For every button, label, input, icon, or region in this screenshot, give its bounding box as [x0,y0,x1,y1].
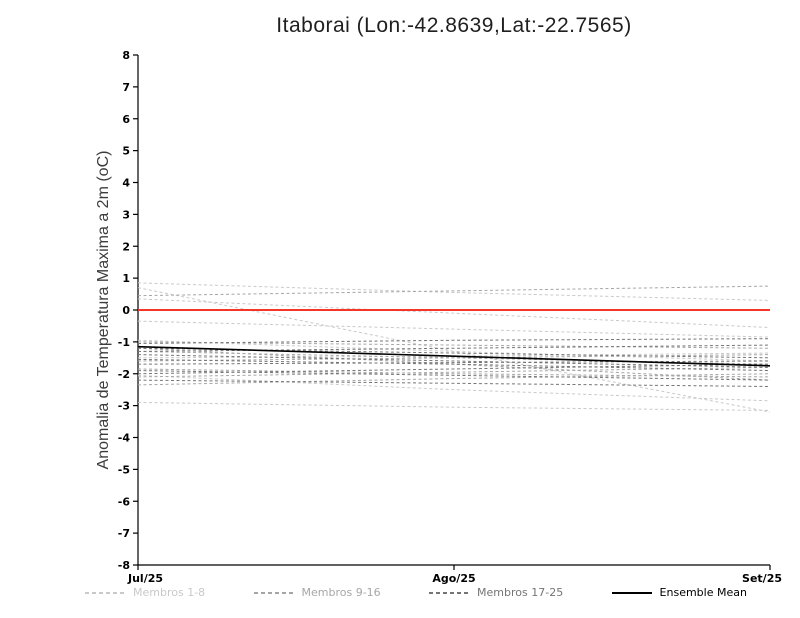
series-line [137,285,771,297]
y-tick-label: 5 [122,145,130,158]
series-line [137,339,771,362]
dashed-line-sample [429,591,470,594]
y-tick-label: -8 [118,559,130,572]
series-line [137,358,771,372]
y-tick-label: -3 [118,400,130,413]
y-tick-label: -5 [118,463,130,476]
x-tick-label: Set/25 [742,572,782,585]
dashed-line-sample [85,591,125,594]
legend-item: Membros 1-8 [85,586,205,599]
series-line [137,401,771,411]
y-tick-label: -1 [118,336,130,349]
legend: Membros 1-8 Membros 9-16 Membros 17-25 Ense… [85,586,747,599]
legend-label: Membros 9-16 [301,586,381,599]
series-line [137,298,771,329]
y-tick-label: 3 [122,208,130,221]
dashed-line-sample [253,591,294,594]
legend-label: Ensemble Mean [659,586,747,599]
x-tick-label: Jul/25 [127,572,163,585]
series-line [137,368,771,378]
y-tick-label: 2 [122,240,130,253]
series-line [137,360,771,365]
y-tick-label: 0 [122,304,130,317]
legend-item: Membros 9-16 [253,586,381,599]
y-tick-label: -4 [118,432,131,445]
series-line [137,287,771,413]
series-line [137,379,771,387]
legend-label: Membros 1-8 [133,586,206,599]
series-line [137,363,771,375]
x-tick-label: Ago/25 [432,572,475,585]
solid-line-sample [611,591,652,594]
y-tick-label: 6 [122,113,130,126]
legend-label: Membros 17-25 [477,586,564,599]
y-tick-label: -7 [118,527,130,540]
y-tick-label: 1 [122,272,130,285]
y-tick-label: -2 [118,368,130,381]
legend-item: Ensemble Mean [611,586,747,599]
y-tick-label: 4 [122,177,130,190]
series-line [137,354,771,368]
series-line [137,345,771,367]
y-tick-label: 8 [122,49,130,62]
chart-title: Itaborai (Lon:-42.8639,Lat:-22.7565) [276,14,632,37]
series-line [137,374,771,402]
series-line [137,341,771,349]
series-line [137,344,771,352]
y-tick-label: -6 [118,495,131,508]
series-line [137,282,771,301]
series-line [137,366,771,378]
series-line [137,338,771,344]
y-tick-label: 7 [122,81,130,94]
series-line [137,354,771,362]
series-line [137,320,771,338]
legend-item: Membros 17-25 [429,586,563,599]
series-line [137,373,771,386]
